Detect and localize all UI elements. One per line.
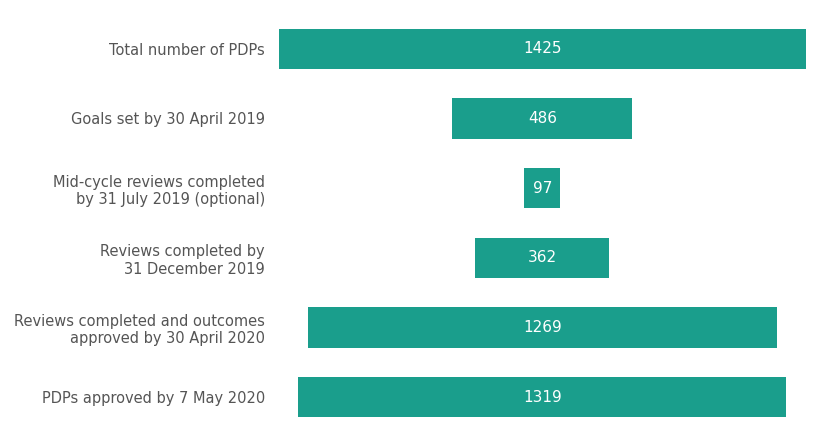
Bar bbox=[278, 29, 805, 69]
Text: 97: 97 bbox=[532, 181, 551, 196]
Bar bbox=[475, 238, 609, 278]
Text: 1425: 1425 bbox=[523, 41, 561, 56]
Bar bbox=[524, 168, 559, 208]
Bar bbox=[452, 98, 631, 139]
Text: 362: 362 bbox=[527, 250, 556, 265]
Text: 1319: 1319 bbox=[523, 390, 561, 405]
Text: 1269: 1269 bbox=[523, 320, 561, 335]
Text: 486: 486 bbox=[527, 111, 556, 126]
Bar bbox=[298, 377, 785, 417]
Bar bbox=[307, 307, 776, 348]
